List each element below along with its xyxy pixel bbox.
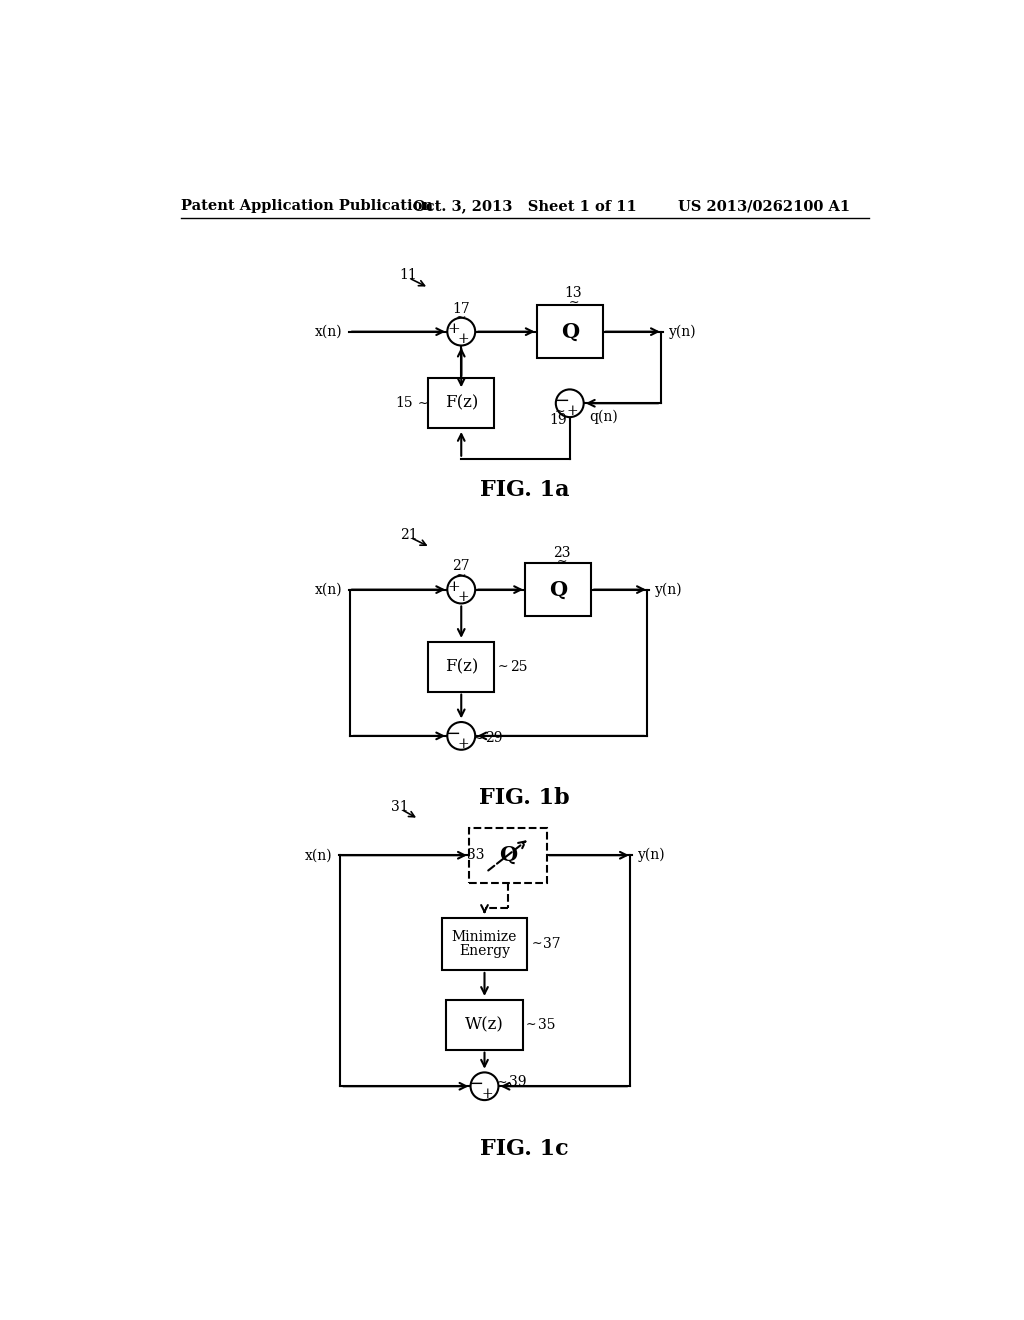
Text: +: +: [458, 333, 469, 346]
Bar: [469, 828, 547, 883]
Text: 17: 17: [453, 301, 470, 315]
Text: +: +: [447, 322, 460, 335]
Bar: [428, 642, 495, 692]
Text: −: −: [468, 1074, 483, 1093]
Text: ∼: ∼: [557, 554, 567, 568]
Circle shape: [447, 318, 475, 346]
Text: F(z): F(z): [444, 659, 478, 675]
Text: x(n): x(n): [305, 849, 333, 862]
Text: Energy: Energy: [459, 944, 510, 958]
Text: +: +: [458, 737, 469, 751]
Text: FIG. 1c: FIG. 1c: [480, 1138, 569, 1160]
Bar: [442, 917, 527, 970]
Text: 37: 37: [544, 937, 561, 950]
Bar: [525, 564, 591, 615]
Text: 19: 19: [550, 413, 567, 428]
Text: FIG. 1a: FIG. 1a: [480, 479, 569, 500]
Text: +: +: [458, 590, 469, 605]
Text: W(z): W(z): [465, 1016, 504, 1034]
Text: ∼: ∼: [554, 404, 565, 417]
Text: 13: 13: [565, 286, 583, 300]
Text: −: −: [554, 392, 568, 411]
Text: +: +: [566, 404, 578, 418]
Text: 33: 33: [467, 849, 484, 862]
Circle shape: [556, 389, 584, 417]
Text: FIG. 1b: FIG. 1b: [479, 787, 570, 808]
Text: Minimize: Minimize: [452, 929, 517, 944]
Text: 21: 21: [400, 528, 418, 543]
Text: x(n): x(n): [315, 325, 343, 339]
Text: ∼: ∼: [456, 312, 467, 325]
Text: Oct. 3, 2013   Sheet 1 of 11: Oct. 3, 2013 Sheet 1 of 11: [414, 199, 637, 213]
Text: ∼: ∼: [453, 849, 463, 862]
Text: y(n): y(n): [669, 325, 696, 339]
Text: ∼: ∼: [568, 296, 579, 309]
Text: ∼: ∼: [531, 937, 542, 950]
Text: y(n): y(n): [638, 847, 666, 862]
Text: F(z): F(z): [444, 395, 478, 412]
Text: x(n): x(n): [315, 582, 343, 597]
Text: Q: Q: [549, 579, 567, 599]
Text: ∼: ∼: [417, 397, 428, 409]
Text: Q: Q: [561, 322, 579, 342]
Text: 31: 31: [391, 800, 410, 813]
Text: ∼: ∼: [525, 1018, 537, 1031]
Text: ∼: ∼: [456, 569, 467, 582]
Bar: [537, 305, 603, 358]
Text: q(n): q(n): [589, 411, 617, 424]
Text: 15: 15: [395, 396, 414, 411]
Text: +: +: [481, 1086, 493, 1101]
Text: −: −: [445, 725, 460, 743]
Text: 11: 11: [399, 268, 417, 281]
Circle shape: [447, 576, 475, 603]
Text: US 2013/0262100 A1: US 2013/0262100 A1: [678, 199, 850, 213]
Text: y(n): y(n): [655, 582, 683, 597]
Text: 35: 35: [538, 1018, 555, 1032]
Bar: [445, 999, 523, 1049]
Text: +: +: [447, 579, 460, 594]
Text: 23: 23: [553, 545, 570, 560]
Text: ∼: ∼: [473, 731, 483, 744]
Text: Patent Application Publication: Patent Application Publication: [180, 199, 433, 213]
Text: ∼: ∼: [498, 660, 508, 673]
Bar: [428, 379, 495, 428]
Text: ∼: ∼: [497, 1076, 507, 1089]
Circle shape: [447, 722, 475, 750]
Circle shape: [471, 1072, 499, 1100]
Text: 39: 39: [509, 1076, 526, 1089]
Text: Q: Q: [499, 845, 517, 865]
Text: 29: 29: [485, 731, 503, 746]
Text: 25: 25: [510, 660, 527, 673]
Text: 27: 27: [453, 560, 470, 573]
